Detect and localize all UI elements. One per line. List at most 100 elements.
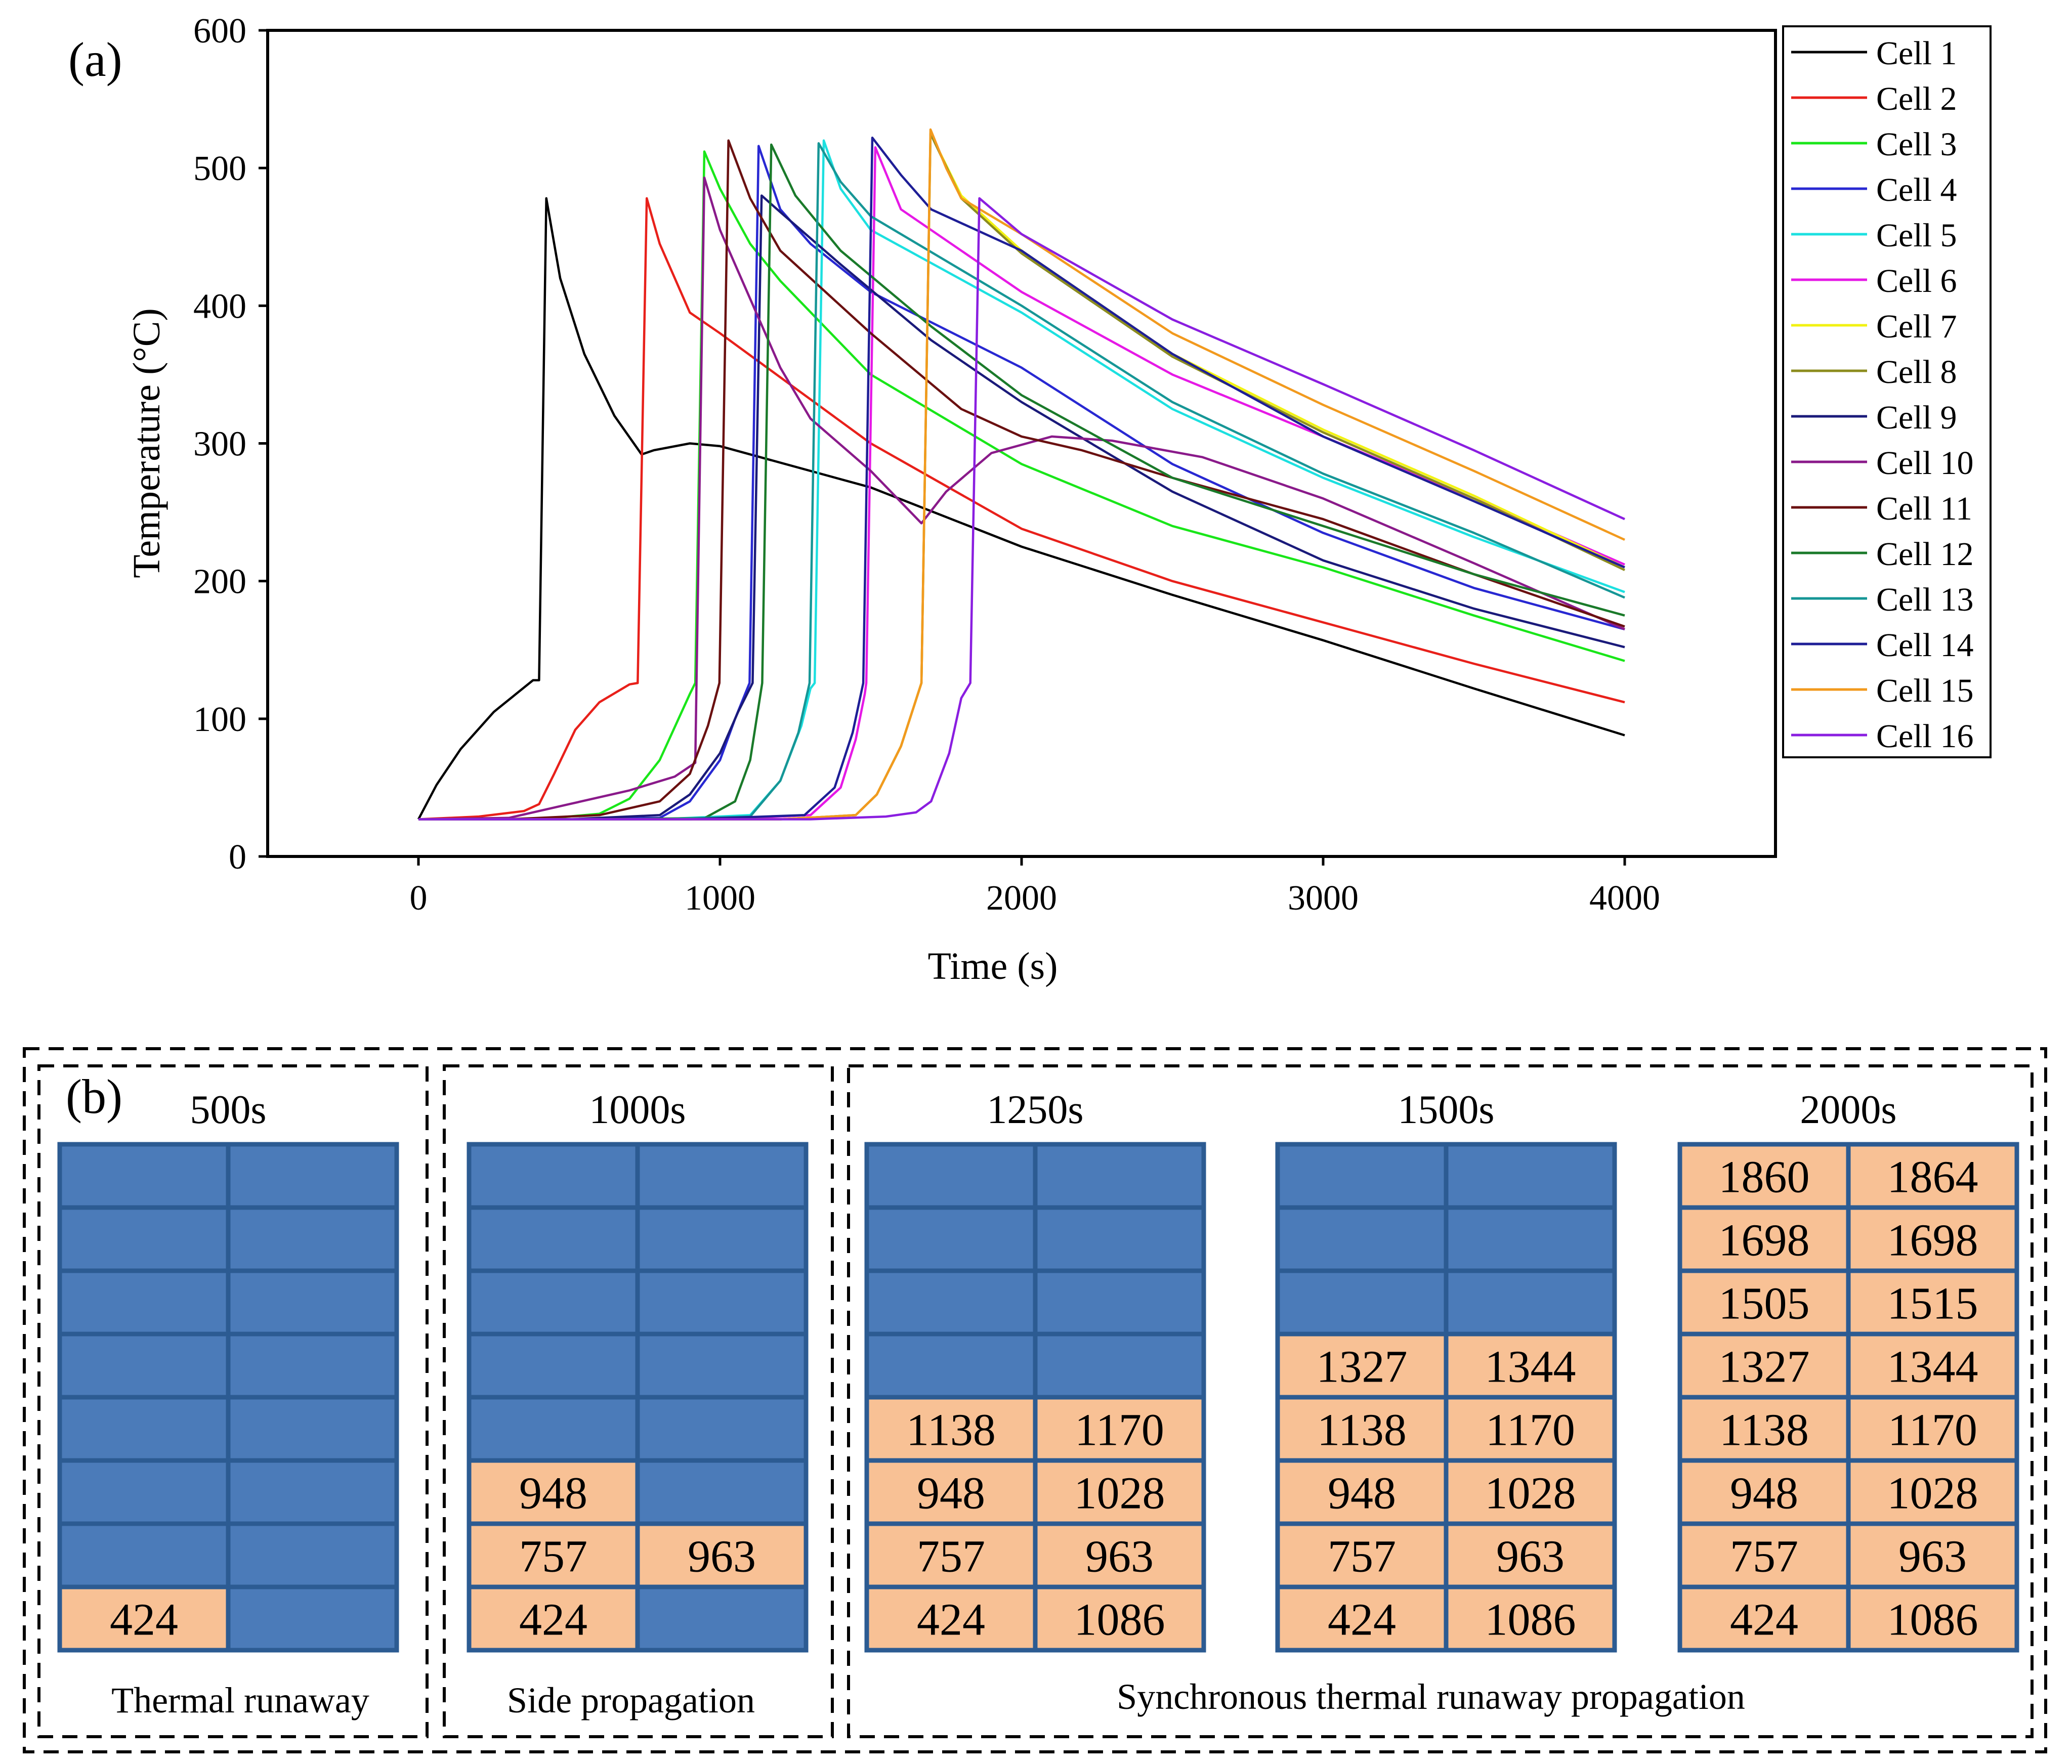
- cell-time-label: 424: [1328, 1595, 1396, 1645]
- cell-time-label: 757: [917, 1532, 985, 1582]
- cell-time-label: 1515: [1887, 1279, 1978, 1329]
- grid-title: 2000s: [1800, 1088, 1896, 1132]
- cell-time-label: 424: [110, 1595, 178, 1645]
- cell-time-label: 1327: [1317, 1342, 1408, 1392]
- legend: Cell 1 Cell 2 Cell 3 Cell 4 Cell 5 Cell 6 Cell…: [1782, 25, 1992, 758]
- series-line-cell-1: [417, 197, 1625, 820]
- burned-cell: [467, 1521, 640, 1589]
- grid-title: 1500s: [1398, 1088, 1494, 1132]
- burned-cell: [1275, 1458, 1449, 1526]
- x-tick-label: 2000: [986, 879, 1057, 918]
- burned-cell: [1846, 1142, 2019, 1210]
- intact-cell: [57, 1142, 231, 1210]
- cell-time-label: 757: [519, 1532, 587, 1582]
- cell-time-label: 424: [519, 1595, 587, 1645]
- legend-label: Cell 2: [1876, 80, 1957, 117]
- intact-cell: [635, 1395, 809, 1463]
- grid-title: 1000s: [589, 1088, 686, 1132]
- x-axis: 0 1000 2000 3000 4000: [410, 856, 1660, 918]
- group-frame-synchronous: [847, 1064, 2034, 1738]
- plot-frame: [266, 29, 1777, 858]
- burned-cell: [1677, 1142, 1851, 1210]
- burned-cell: [1275, 1584, 1449, 1653]
- legend-label: Cell 8: [1876, 354, 1957, 391]
- burned-cell: [1846, 1521, 2019, 1589]
- intact-cell: [467, 1395, 640, 1463]
- burned-cell: [1677, 1584, 1851, 1653]
- legend-label: Cell 7: [1876, 308, 1957, 345]
- intact-cell: [467, 1205, 640, 1273]
- group-caption: Side propagation: [507, 1680, 755, 1720]
- cell-time-label: 1138: [1719, 1405, 1809, 1455]
- legend-label: Cell 5: [1876, 217, 1957, 254]
- y-tick-label: 100: [193, 700, 246, 739]
- cell-time-label: 948: [917, 1469, 985, 1519]
- burned-cell: [1033, 1521, 1206, 1589]
- series-line-cell-15: [418, 128, 1625, 821]
- burned-cell: [1677, 1205, 1851, 1273]
- intact-cell: [635, 1331, 809, 1400]
- y-tick-label: 500: [193, 149, 246, 188]
- intact-cell: [57, 1521, 231, 1589]
- y-tick-label: 200: [193, 563, 246, 601]
- series-line-cell-2: [418, 197, 1625, 821]
- grid-title: 500s: [190, 1088, 266, 1132]
- intact-cell: [1033, 1331, 1206, 1400]
- intact-cell: [1275, 1205, 1449, 1273]
- intact-cell: [57, 1395, 231, 1463]
- intact-cell: [1444, 1205, 1617, 1273]
- cell-time-label: 1698: [1719, 1216, 1810, 1266]
- intact-cell: [1444, 1268, 1617, 1337]
- cell-time-label: 963: [688, 1532, 756, 1582]
- cell-time-label: 1860: [1719, 1152, 1810, 1202]
- intact-cell: [226, 1142, 399, 1210]
- cell-time-label: 963: [1898, 1532, 1967, 1582]
- intact-cell: [226, 1458, 399, 1526]
- y-axis: 0 100 200 300 400 500 600: [193, 12, 268, 877]
- legend-label: Cell 4: [1876, 171, 1957, 208]
- legend-label: Cell 3: [1876, 126, 1957, 163]
- cell-time-label: 1028: [1485, 1469, 1576, 1519]
- intact-cell: [635, 1205, 809, 1273]
- cell-time-label: 1698: [1887, 1216, 1978, 1266]
- intact-cell: [635, 1458, 809, 1526]
- group-caption: Synchronous thermal runaway propagation: [1117, 1676, 1745, 1717]
- cell-time-label: 948: [1328, 1469, 1396, 1519]
- burned-cell: [1846, 1205, 2019, 1273]
- intact-cell: [864, 1142, 1038, 1210]
- x-axis-label: Time (s): [928, 945, 1058, 987]
- intact-cell: [1033, 1268, 1206, 1337]
- intact-cell: [864, 1205, 1038, 1273]
- intact-cell: [226, 1331, 399, 1400]
- group-frame-side-propagation: [443, 1064, 834, 1738]
- series-line-cell-16: [418, 197, 1625, 821]
- x-tick-label: 1000: [685, 879, 755, 918]
- cell-time-label: 1138: [1317, 1405, 1407, 1455]
- intact-cell: [864, 1331, 1038, 1400]
- burned-cell: [1444, 1521, 1617, 1589]
- intact-cell: [635, 1584, 809, 1653]
- grid-500s: 500s 424: [57, 1088, 399, 1653]
- legend-label: Cell 15: [1876, 672, 1974, 709]
- grid-1500s: 1500s 1327 1344 1138 1170 948 1028 757 963 424 108…: [1275, 1088, 1617, 1653]
- series-line-cell-12: [418, 143, 1625, 821]
- outer-dashed-frame: [23, 1047, 2047, 1753]
- group-caption: Thermal runaway: [111, 1680, 369, 1720]
- intact-cell: [1033, 1205, 1206, 1273]
- grid-1000s: 1000s 948 757 963 424: [467, 1088, 809, 1653]
- cell-time-label: 1086: [1887, 1595, 1978, 1645]
- burned-cell: [467, 1584, 640, 1653]
- cell-time-label: 1028: [1887, 1469, 1978, 1519]
- intact-cell: [635, 1268, 809, 1337]
- intact-cell: [1275, 1268, 1449, 1337]
- series-line-cell-9: [418, 194, 1625, 821]
- series-line-cell-7: [418, 132, 1625, 821]
- legend-label: Cell 10: [1876, 445, 1974, 482]
- series-line-cell-14: [418, 137, 1625, 821]
- series-lines: [417, 128, 1625, 821]
- cell-time-label: 1086: [1485, 1595, 1576, 1645]
- cell-time-label: 1864: [1887, 1152, 1978, 1202]
- cell-time-label: 1170: [1486, 1405, 1575, 1455]
- x-tick-label: 4000: [1589, 879, 1660, 918]
